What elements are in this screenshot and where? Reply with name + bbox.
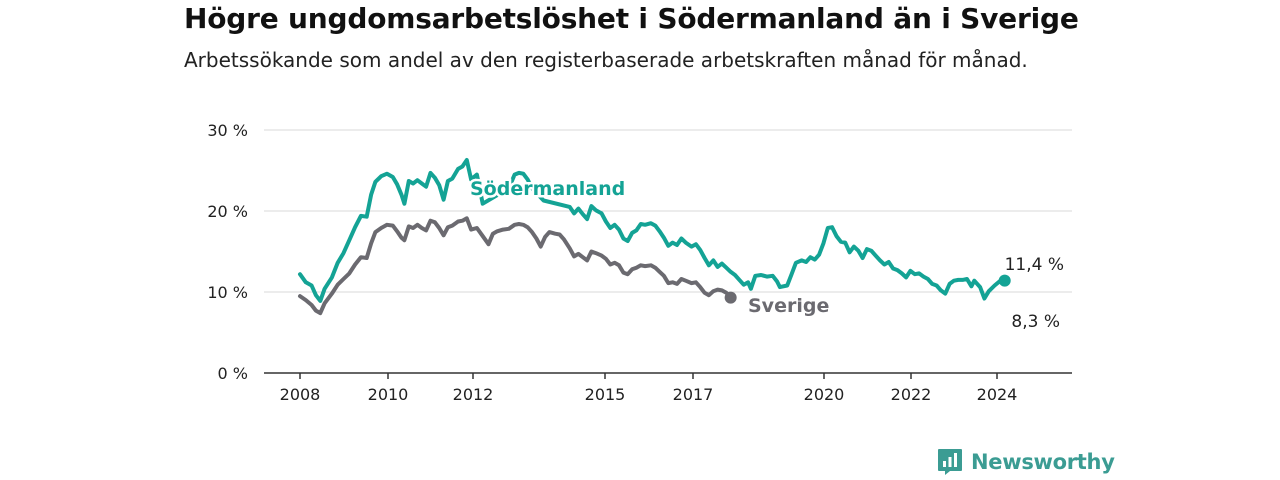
newsworthy-brand: Newsworthy — [937, 448, 1115, 476]
chart-title: Högre ungdomsarbetslöshet i Södermanland… — [184, 2, 1079, 35]
y-tick-label: 0 % — [218, 364, 248, 383]
series-label-sverige: Sverige — [748, 295, 829, 317]
newsworthy-logo-icon — [938, 449, 962, 475]
y-tick-label: 30 % — [207, 121, 248, 140]
end-value-label-sverige: 8,3 % — [1011, 312, 1060, 332]
x-tick-label: 2010 — [368, 385, 409, 404]
series-end-point — [998, 274, 1011, 287]
series-labels: Södermanland Sverige 11,4 % 8,3 % — [468, 176, 1067, 335]
x-tick-label: 2017 — [673, 385, 714, 404]
end-value-label-sodermanland: 11,4 % — [1005, 255, 1064, 275]
y-tick-label: 20 % — [207, 202, 248, 221]
series-lines — [298, 158, 1011, 316]
x-tick-label: 2012 — [453, 385, 494, 404]
y-axis-ticks: 0 % 10 % 20 % 30 % — [207, 121, 248, 383]
x-tick-label: 2024 — [977, 385, 1018, 404]
x-tick-label: 2020 — [804, 385, 845, 404]
series-label-sodermanland: Södermanland — [470, 178, 625, 200]
x-tick-label: 2008 — [280, 385, 321, 404]
x-tick-label: 2022 — [891, 385, 932, 404]
gridlines — [264, 129, 1072, 293]
x-tick-label: 2015 — [585, 385, 626, 404]
y-tick-label: 10 % — [207, 283, 248, 302]
chart-subtitle: Arbetssökande som andel av den registerb… — [184, 48, 1028, 72]
x-axis: 2008 2010 2012 2015 2017 2020 2022 2024 — [264, 372, 1072, 404]
series-end-point — [724, 291, 737, 304]
series-line-sverige — [298, 216, 733, 316]
brand-name: Newsworthy — [971, 450, 1115, 474]
line-chart: 0 % 10 % 20 % 30 % 2008 2010 2012 2015 2017 2020… — [207, 121, 1072, 404]
series-line-södermanland — [298, 158, 1007, 303]
